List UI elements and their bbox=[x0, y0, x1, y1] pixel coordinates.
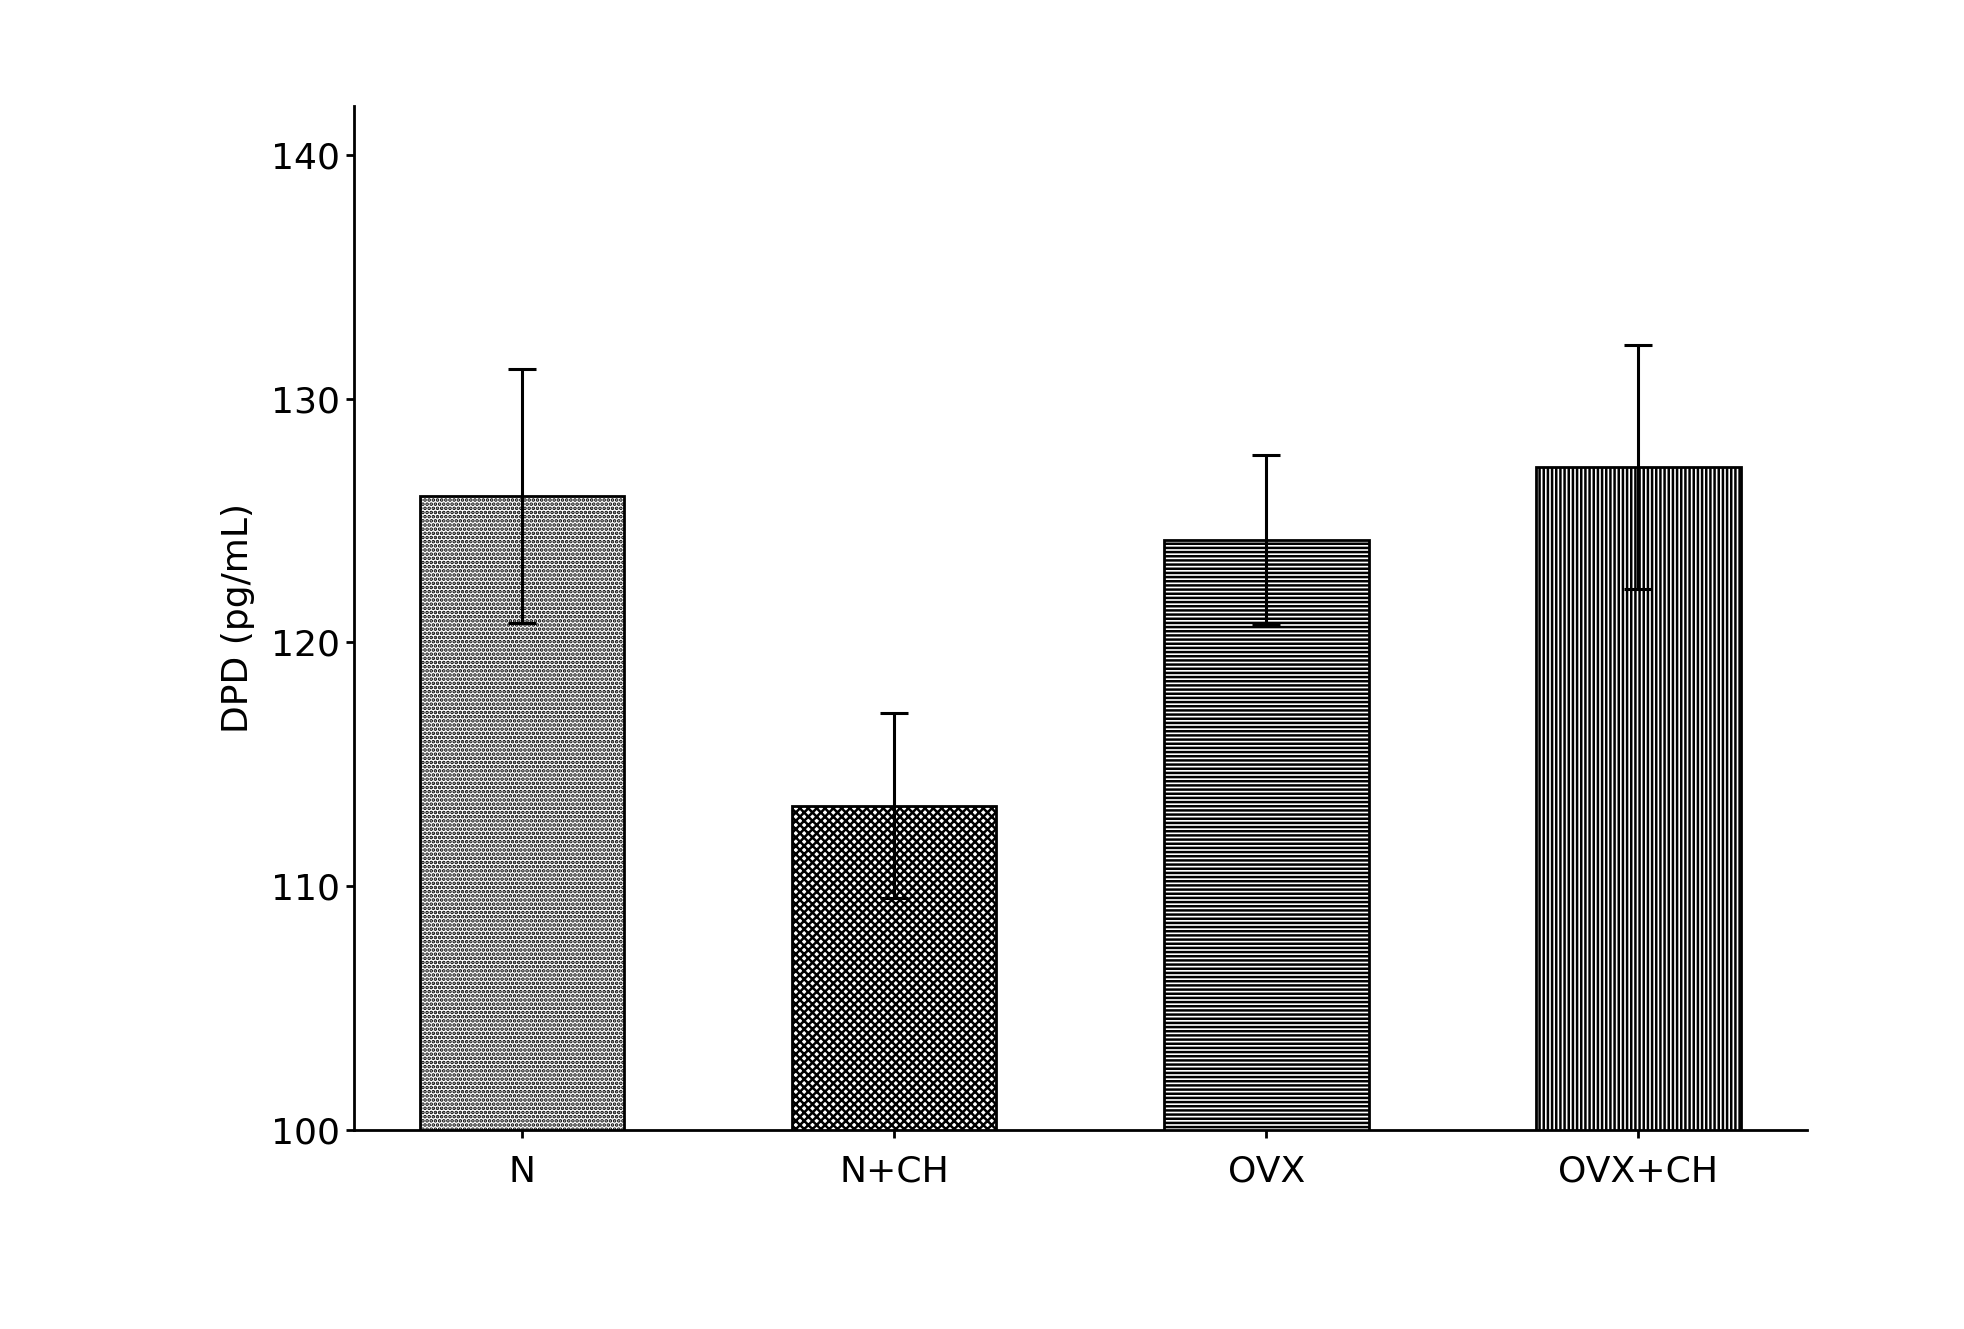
Bar bbox=[1165, 540, 1369, 1130]
Y-axis label: DPD (pg/mL): DPD (pg/mL) bbox=[220, 502, 255, 734]
Bar bbox=[420, 496, 625, 1130]
Bar bbox=[791, 805, 996, 1130]
Bar bbox=[1536, 466, 1740, 1130]
